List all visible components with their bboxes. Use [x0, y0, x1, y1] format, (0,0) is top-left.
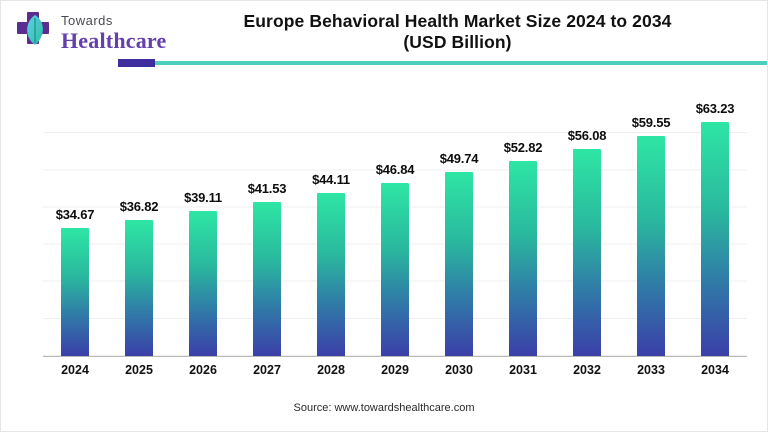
- bar: [253, 202, 281, 356]
- bar-column: $41.53: [235, 97, 299, 356]
- logo: Towards Healthcare: [15, 10, 166, 54]
- bar-value-label: $49.74: [439, 150, 479, 166]
- bar: [381, 182, 409, 356]
- logo-cross-leaf-icon: [15, 10, 55, 52]
- x-axis-label: 2034: [701, 363, 729, 377]
- source-text: Source: www.towardshealthcare.com: [293, 402, 475, 414]
- x-axis-label: 2032: [573, 363, 601, 377]
- bar-column: $59.55: [619, 97, 683, 356]
- logo-cross-icon: [17, 12, 49, 45]
- bar-column: $36.82: [107, 97, 171, 356]
- bar-column: $49.74: [427, 97, 491, 356]
- x-axis-label: 2030: [445, 363, 473, 377]
- x-axis-label: 2029: [381, 363, 409, 377]
- bar-column: $56.08: [555, 97, 619, 356]
- bar-value-label: $59.55: [631, 114, 671, 130]
- bar: [701, 122, 729, 356]
- bar-value-label: $36.82: [119, 198, 159, 214]
- bar-column: $39.11: [171, 97, 235, 356]
- bar-column: $44.11: [299, 97, 363, 356]
- bar: [189, 211, 217, 356]
- brand-healthcare: Healthcare: [61, 28, 167, 53]
- brand-towards: Towards: [61, 13, 113, 28]
- x-axis-label: 2033: [637, 363, 665, 377]
- x-axis-label: 2026: [189, 363, 217, 377]
- bar-value-label: $39.11: [184, 190, 222, 206]
- chart-title: Europe Behavioral Health Market Size 202…: [166, 11, 749, 53]
- x-axis-label: 2025: [125, 363, 153, 377]
- bar-value-label: $56.08: [567, 127, 607, 143]
- bar-column: $46.84: [363, 97, 427, 356]
- bar-column: $52.82: [491, 97, 555, 356]
- x-axis-label: 2024: [61, 363, 89, 377]
- bar-value-label: $34.67: [55, 206, 95, 222]
- bar: [125, 219, 153, 356]
- x-axis-row: 2024 2025 2026 2027 2028 2029 2030 2031 2032 2033…: [43, 363, 747, 377]
- bar-value-label: $41.53: [247, 181, 287, 197]
- bar-value-label: $52.82: [503, 139, 543, 155]
- x-axis-label: 2031: [509, 363, 537, 377]
- title-underline-teal: [155, 61, 767, 65]
- logo-text: Towards Healthcare: [61, 10, 166, 54]
- bar: [509, 160, 537, 356]
- bar-value-label: $46.84: [375, 161, 415, 177]
- chart-title-line2: (USD Billion): [403, 32, 512, 52]
- x-axis-label: 2027: [253, 363, 281, 377]
- bar: [61, 227, 89, 356]
- bar: [445, 171, 473, 356]
- title-underline-purple: [118, 59, 155, 67]
- bar: [573, 148, 601, 356]
- bar-value-label: $63.23: [695, 101, 735, 117]
- chart-title-line1: Europe Behavioral Health Market Size 202…: [243, 11, 672, 31]
- bar: [317, 192, 345, 356]
- bar-column: $63.23: [683, 97, 747, 356]
- x-axis-label: 2028: [317, 363, 345, 377]
- bar-column: $34.67: [43, 97, 107, 356]
- plot-area: $34.67 $36.82 $39.11 $41.53 $44.11 $46.84 $49.…: [43, 97, 747, 357]
- bar-value-label: $44.11: [312, 171, 350, 187]
- bar: [637, 135, 665, 356]
